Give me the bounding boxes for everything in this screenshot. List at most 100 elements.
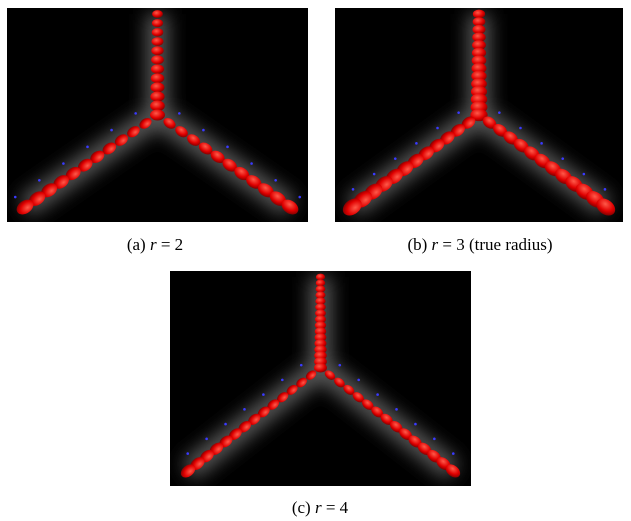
dot — [433, 437, 436, 441]
caption-variable: r — [149, 235, 157, 254]
ellipsoid — [281, 199, 299, 215]
ellipsoid — [65, 166, 81, 181]
dot — [202, 128, 205, 132]
ellipsoid — [342, 198, 362, 216]
dot — [250, 162, 253, 165]
ellipsoid — [408, 435, 422, 448]
ellipsoid — [151, 37, 164, 46]
ellipsoid — [315, 297, 326, 305]
ellipsoid — [324, 370, 336, 380]
ellipsoid — [248, 413, 261, 425]
dot — [62, 162, 65, 165]
ellipsoid — [450, 123, 465, 137]
ellipsoid — [371, 406, 384, 418]
ellipsoid — [151, 28, 164, 37]
dot — [13, 195, 17, 199]
dot — [498, 111, 501, 114]
ellipsoid — [472, 32, 486, 43]
ellipsoid — [228, 428, 242, 440]
dot — [540, 142, 543, 145]
ellipsoid — [151, 19, 164, 28]
ellipsoid — [471, 47, 487, 58]
caption: (a) r = 2 — [55, 235, 255, 255]
caption-label: (a) — [126, 235, 146, 254]
ellipsoid — [343, 384, 355, 395]
ellipsoid — [305, 370, 317, 380]
ellipsoid — [362, 399, 374, 410]
dot — [603, 188, 607, 191]
dot — [582, 172, 586, 176]
ellipsoid — [238, 420, 252, 433]
ellipsoid — [246, 175, 262, 189]
caption: (c) r = 4 — [220, 498, 420, 518]
ellipsoid — [90, 150, 105, 164]
dot — [226, 145, 229, 149]
ellipsoid — [28, 191, 46, 206]
caption-variable: r — [431, 235, 439, 254]
ellipsoid — [314, 362, 327, 373]
ellipsoid — [315, 285, 326, 293]
dot — [298, 195, 302, 199]
ellipsoid — [150, 82, 165, 93]
ellipsoid — [471, 63, 487, 74]
ellipsoid — [150, 91, 165, 102]
caption-label: (b) — [407, 235, 428, 254]
dot — [281, 378, 284, 382]
ellipsoid — [150, 100, 165, 112]
dot — [186, 452, 190, 455]
dot — [436, 126, 439, 130]
dot — [299, 363, 303, 367]
dot — [134, 112, 137, 115]
ellipsoid — [102, 142, 117, 155]
ellipsoid — [257, 183, 274, 198]
dot — [451, 452, 455, 455]
ellipsoid — [127, 126, 140, 138]
ellipsoid — [16, 199, 34, 215]
ellipsoid — [470, 108, 488, 122]
dot — [393, 157, 397, 160]
figure-image — [170, 271, 471, 486]
ellipsoid — [472, 40, 486, 51]
dot — [561, 157, 565, 160]
caption-text: = 4 — [325, 498, 349, 517]
ellipsoid — [198, 142, 213, 155]
ellipsoid — [277, 392, 289, 403]
ellipsoid — [315, 273, 326, 281]
ellipsoid — [315, 291, 326, 299]
ellipsoid — [41, 183, 58, 198]
ellipsoid — [175, 126, 188, 138]
ellipsoid — [389, 420, 403, 433]
ellipsoid — [114, 134, 128, 146]
ellipsoid — [151, 46, 164, 56]
dot — [86, 145, 89, 149]
ellipsoid — [352, 392, 364, 403]
ellipsoid — [314, 333, 327, 342]
ellipsoid — [296, 377, 307, 388]
ellipsoid — [334, 377, 345, 388]
ellipsoid — [210, 150, 225, 164]
dot — [262, 393, 265, 396]
figure-image — [335, 8, 623, 222]
ellipsoid — [471, 55, 487, 66]
ellipsoid — [222, 158, 237, 172]
ellipsoid — [315, 309, 326, 318]
figure-image — [7, 8, 308, 222]
ellipsoid — [472, 9, 486, 19]
caption-label: (c) — [291, 498, 311, 517]
ellipsoid — [286, 384, 298, 395]
ellipsoid — [596, 198, 616, 216]
caption-text: = 3 (true radius) — [442, 235, 553, 254]
ellipsoid — [150, 73, 165, 84]
ellipsoid — [163, 117, 176, 129]
ellipsoid — [78, 158, 93, 172]
dot — [415, 142, 418, 145]
ellipsoid — [445, 464, 461, 478]
ellipsoid — [399, 428, 413, 440]
ellipsoid — [267, 399, 279, 410]
dot — [376, 393, 379, 396]
ellipsoid — [180, 464, 196, 478]
ellipsoid — [472, 24, 486, 35]
ellipsoid — [315, 315, 326, 324]
ellipsoid — [314, 327, 327, 336]
ellipsoid — [315, 279, 326, 287]
